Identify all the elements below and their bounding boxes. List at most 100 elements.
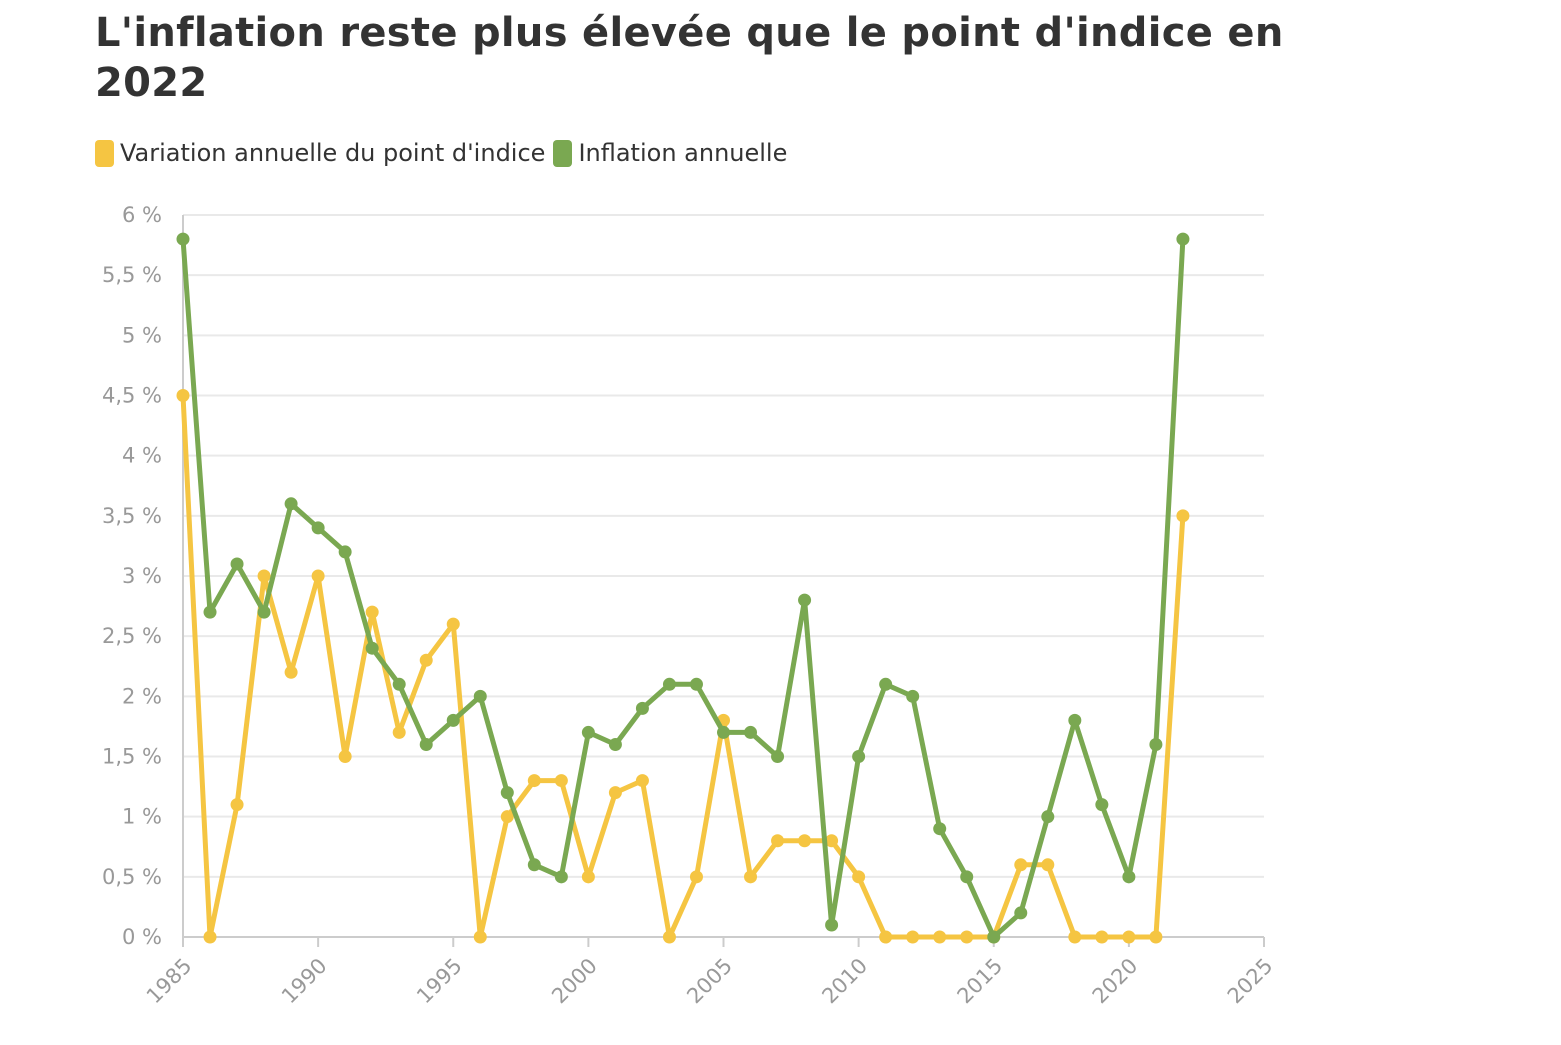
data-point-inflation[interactable] xyxy=(906,689,920,703)
data-point-inflation[interactable] xyxy=(311,521,325,535)
x-tick-label: 2005 xyxy=(682,954,737,1009)
data-point-point-indice[interactable] xyxy=(284,665,298,679)
data-point-inflation[interactable] xyxy=(1041,810,1055,824)
data-point-inflation[interactable] xyxy=(635,701,649,715)
data-point-point-indice[interactable] xyxy=(879,930,893,944)
data-point-inflation[interactable] xyxy=(1014,906,1028,920)
legend-label-point-indice: Variation annuelle du point d'indice xyxy=(120,139,546,167)
data-point-point-indice[interactable] xyxy=(365,605,379,619)
y-tick-label: 2 % xyxy=(122,684,162,708)
data-point-inflation[interactable] xyxy=(771,750,785,763)
data-point-point-indice[interactable] xyxy=(338,750,352,763)
data-point-inflation[interactable] xyxy=(473,689,487,703)
data-point-inflation[interactable] xyxy=(960,870,974,884)
data-point-inflation[interactable] xyxy=(987,930,1001,944)
data-point-point-indice[interactable] xyxy=(635,774,649,788)
data-point-point-indice[interactable] xyxy=(473,930,487,944)
x-tick-label: 2020 xyxy=(1088,954,1143,1009)
data-point-point-indice[interactable] xyxy=(852,870,866,884)
data-point-inflation[interactable] xyxy=(1176,232,1190,246)
data-point-inflation[interactable] xyxy=(419,737,433,751)
x-axis: 1985 1990 1995 2000 2005 2010 2015 2020 2025 xyxy=(142,936,1278,1009)
data-point-inflation[interactable] xyxy=(933,822,947,836)
data-point-point-indice[interactable] xyxy=(1095,930,1109,944)
x-tick-label: 2025 xyxy=(1223,954,1278,1009)
data-point-inflation[interactable] xyxy=(1095,798,1109,812)
data-point-point-indice[interactable] xyxy=(798,834,812,848)
y-tick-label: 5,5 % xyxy=(102,263,162,287)
data-point-point-indice[interactable] xyxy=(906,930,920,944)
x-tick-label: 1995 xyxy=(412,954,467,1009)
data-point-inflation[interactable] xyxy=(798,593,812,607)
x-tick-label: 1990 xyxy=(277,954,332,1009)
data-point-point-indice[interactable] xyxy=(176,389,190,402)
data-point-point-indice[interactable] xyxy=(608,786,622,800)
data-point-point-indice[interactable] xyxy=(554,774,568,788)
data-point-inflation[interactable] xyxy=(176,232,190,246)
data-point-inflation[interactable] xyxy=(338,545,352,559)
y-tick-label: 4,5 % xyxy=(102,384,162,408)
data-point-point-indice[interactable] xyxy=(744,870,758,884)
data-point-inflation[interactable] xyxy=(554,870,568,884)
data-point-inflation[interactable] xyxy=(744,725,758,739)
data-point-inflation[interactable] xyxy=(608,737,622,751)
data-point-point-indice[interactable] xyxy=(230,798,244,812)
data-point-inflation[interactable] xyxy=(1149,737,1163,751)
data-point-inflation[interactable] xyxy=(230,557,244,571)
data-point-inflation[interactable] xyxy=(825,918,839,932)
y-tick-label: 2,5 % xyxy=(102,624,162,648)
legend: Variation annuelle du point d'indice Inf… xyxy=(95,139,795,167)
legend-item-inflation[interactable]: Inflation annuelle xyxy=(553,139,787,167)
data-point-inflation[interactable] xyxy=(662,677,676,691)
data-point-point-indice[interactable] xyxy=(825,834,839,848)
x-tick-label: 1985 xyxy=(142,954,197,1009)
data-point-point-indice[interactable] xyxy=(203,930,217,944)
data-point-point-indice[interactable] xyxy=(311,569,325,583)
data-point-point-indice[interactable] xyxy=(1068,930,1082,944)
data-point-inflation[interactable] xyxy=(852,750,866,763)
data-point-point-indice[interactable] xyxy=(1041,858,1055,872)
data-point-inflation[interactable] xyxy=(203,605,217,619)
data-point-inflation[interactable] xyxy=(689,677,703,691)
data-point-point-indice[interactable] xyxy=(527,774,541,788)
data-point-point-indice[interactable] xyxy=(689,870,703,884)
legend-swatch-point-indice xyxy=(95,139,114,167)
y-tick-label: 1,5 % xyxy=(102,745,162,769)
data-point-inflation[interactable] xyxy=(527,858,541,872)
data-point-inflation[interactable] xyxy=(717,725,730,739)
data-point-inflation[interactable] xyxy=(365,641,379,655)
y-tick-label: 0,5 % xyxy=(102,865,162,889)
data-point-point-indice[interactable] xyxy=(1176,509,1190,523)
data-point-inflation[interactable] xyxy=(284,497,298,511)
data-point-inflation[interactable] xyxy=(879,677,893,691)
data-point-point-indice[interactable] xyxy=(257,569,271,583)
data-point-inflation[interactable] xyxy=(1068,713,1082,727)
data-point-point-indice[interactable] xyxy=(581,870,595,884)
data-point-point-indice[interactable] xyxy=(1014,858,1028,872)
data-point-point-indice[interactable] xyxy=(500,810,514,824)
data-point-point-indice[interactable] xyxy=(1122,930,1136,944)
legend-item-point-indice[interactable]: Variation annuelle du point d'indice xyxy=(95,139,545,167)
data-point-inflation[interactable] xyxy=(446,713,460,727)
data-point-inflation[interactable] xyxy=(1122,870,1136,884)
x-tick-label: 2015 xyxy=(953,954,1008,1009)
data-point-point-indice[interactable] xyxy=(771,834,785,848)
data-point-point-indice[interactable] xyxy=(662,930,676,944)
series-line-inflation xyxy=(180,236,1186,940)
chart-title: L'inflation reste plus élevée que le poi… xyxy=(95,10,1284,106)
data-point-inflation[interactable] xyxy=(581,725,595,739)
data-point-point-indice[interactable] xyxy=(419,653,433,667)
legend-label-inflation: Inflation annuelle xyxy=(578,139,788,167)
data-point-inflation[interactable] xyxy=(392,677,406,691)
data-point-point-indice[interactable] xyxy=(1149,930,1163,944)
x-tick-label: 2010 xyxy=(817,954,872,1009)
y-tick-label: 0 % xyxy=(122,925,162,949)
data-point-point-indice[interactable] xyxy=(392,725,406,739)
data-point-point-indice[interactable] xyxy=(960,930,974,944)
data-point-inflation[interactable] xyxy=(257,605,271,619)
data-point-point-indice[interactable] xyxy=(446,617,460,631)
data-point-point-indice[interactable] xyxy=(933,930,947,944)
series-layer xyxy=(176,232,1190,944)
data-point-inflation[interactable] xyxy=(500,786,514,800)
y-axis: 0 % 0,5 % 1 % 1,5 % 2 % 2,5 % 3 % 3,5 % 4 % 4,5 %… xyxy=(102,203,184,949)
